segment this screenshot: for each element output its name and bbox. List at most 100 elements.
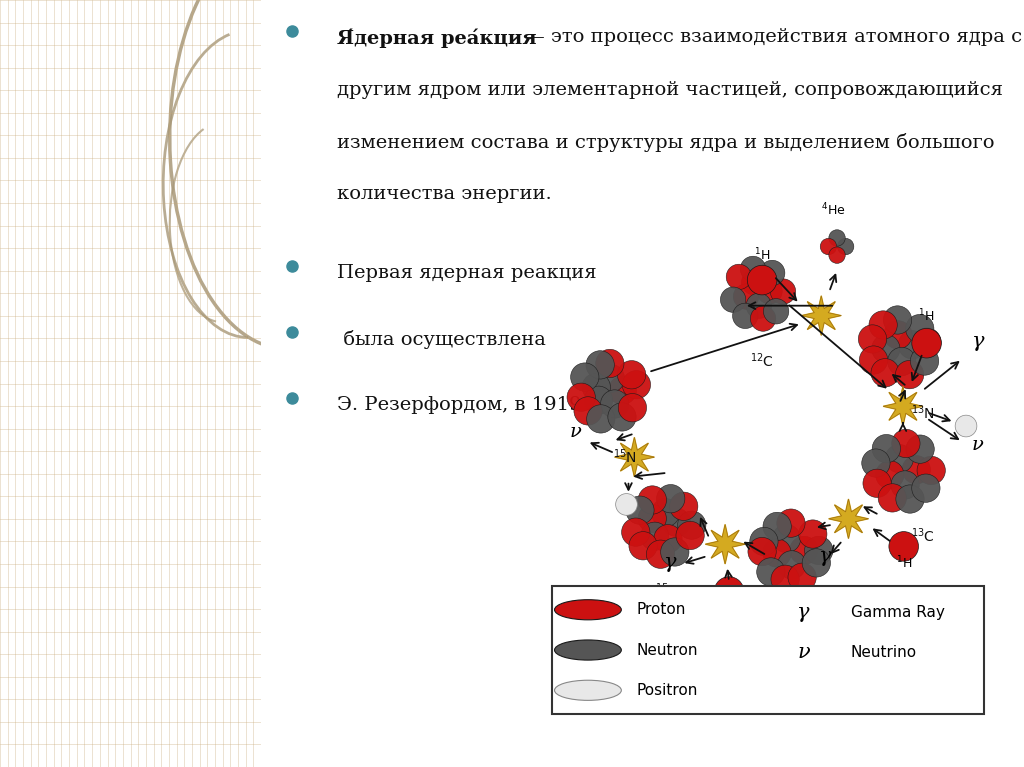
Text: $^1$H: $^1$H xyxy=(754,247,770,263)
Circle shape xyxy=(777,509,805,538)
Circle shape xyxy=(748,265,777,295)
Circle shape xyxy=(573,397,602,425)
Text: — это процесс взаимодействия атомного ядра с: — это процесс взаимодействия атомного яд… xyxy=(519,28,1022,46)
Circle shape xyxy=(726,264,752,290)
Circle shape xyxy=(732,303,758,328)
Circle shape xyxy=(869,311,897,339)
Circle shape xyxy=(912,328,941,356)
Circle shape xyxy=(640,522,669,551)
Circle shape xyxy=(772,525,801,553)
Text: Я́дерная реа́кция: Я́дерная реа́кция xyxy=(338,28,537,48)
Text: $^{12}$C: $^{12}$C xyxy=(750,351,773,370)
Circle shape xyxy=(586,351,614,379)
Circle shape xyxy=(763,512,792,541)
Text: $^4$He: $^4$He xyxy=(821,202,846,218)
Circle shape xyxy=(757,278,782,304)
Circle shape xyxy=(876,461,904,489)
Circle shape xyxy=(750,527,778,555)
Circle shape xyxy=(884,306,911,334)
Circle shape xyxy=(678,511,706,539)
Circle shape xyxy=(608,403,636,431)
Text: γ: γ xyxy=(664,553,676,572)
Circle shape xyxy=(555,640,622,660)
Text: Gamma Ray: Gamma Ray xyxy=(851,605,944,620)
Circle shape xyxy=(651,499,680,527)
Circle shape xyxy=(618,393,646,422)
Circle shape xyxy=(596,349,624,377)
Circle shape xyxy=(608,376,637,404)
Circle shape xyxy=(638,505,667,533)
Text: Э. Резерфордом, в 1919 г.: Э. Резерфордом, в 1919 г. xyxy=(338,396,604,413)
Circle shape xyxy=(600,390,629,418)
Polygon shape xyxy=(828,499,868,538)
Circle shape xyxy=(764,298,788,324)
Circle shape xyxy=(871,359,899,387)
Circle shape xyxy=(760,260,784,285)
Circle shape xyxy=(740,256,766,281)
Circle shape xyxy=(777,551,806,579)
Circle shape xyxy=(885,444,913,472)
Circle shape xyxy=(906,435,934,463)
Circle shape xyxy=(615,494,637,515)
Circle shape xyxy=(555,600,622,620)
Circle shape xyxy=(799,520,827,548)
Circle shape xyxy=(888,347,915,376)
Circle shape xyxy=(895,360,924,389)
Text: $^{13}$C: $^{13}$C xyxy=(910,527,935,545)
Text: другим ядром или элементарной частицей, сопровождающийся: другим ядром или элементарной частицей, … xyxy=(338,81,1004,98)
Text: γ: γ xyxy=(798,603,810,622)
Text: ν: ν xyxy=(798,644,810,662)
Circle shape xyxy=(656,485,685,513)
Text: $^{14}$N: $^{14}$N xyxy=(795,607,818,625)
Text: $^{13}$N: $^{13}$N xyxy=(911,403,935,422)
Circle shape xyxy=(790,536,818,565)
Circle shape xyxy=(805,536,833,565)
Circle shape xyxy=(863,469,891,498)
Circle shape xyxy=(763,539,792,568)
FancyBboxPatch shape xyxy=(552,586,984,715)
Text: ν: ν xyxy=(972,436,984,454)
Circle shape xyxy=(838,239,854,255)
Circle shape xyxy=(570,363,599,391)
Circle shape xyxy=(555,680,622,700)
Circle shape xyxy=(623,370,650,399)
Circle shape xyxy=(828,230,845,246)
Circle shape xyxy=(676,522,705,550)
Text: была осуществлена: была осуществлена xyxy=(338,330,546,349)
Text: Proton: Proton xyxy=(637,602,686,617)
Circle shape xyxy=(802,548,830,577)
Circle shape xyxy=(884,321,912,349)
Text: γ: γ xyxy=(818,547,831,566)
Text: $^{15}$O: $^{15}$O xyxy=(654,581,680,600)
Circle shape xyxy=(820,239,837,255)
Text: $^1$H: $^1$H xyxy=(896,555,911,571)
Circle shape xyxy=(787,563,816,591)
Circle shape xyxy=(751,306,776,331)
Circle shape xyxy=(670,492,698,521)
Circle shape xyxy=(910,347,939,375)
Circle shape xyxy=(871,334,900,363)
Circle shape xyxy=(889,532,919,561)
Circle shape xyxy=(918,456,945,485)
Circle shape xyxy=(896,485,925,513)
Text: ν: ν xyxy=(569,423,582,441)
Circle shape xyxy=(748,538,776,566)
Circle shape xyxy=(617,360,646,389)
Text: количества энергии.: количества энергии. xyxy=(338,185,552,202)
Circle shape xyxy=(770,279,796,304)
Circle shape xyxy=(902,456,931,484)
Text: Positron: Positron xyxy=(637,683,698,698)
Circle shape xyxy=(891,471,920,499)
Circle shape xyxy=(757,558,785,586)
Text: изменением состава и структуры ядра и выделением большого: изменением состава и структуры ядра и вы… xyxy=(338,133,995,152)
Text: $^1$H: $^1$H xyxy=(919,308,935,324)
Circle shape xyxy=(872,434,900,463)
Polygon shape xyxy=(883,387,923,426)
Circle shape xyxy=(771,565,800,594)
Polygon shape xyxy=(802,296,841,335)
Circle shape xyxy=(585,386,612,414)
Circle shape xyxy=(653,525,682,553)
Circle shape xyxy=(859,346,888,374)
Polygon shape xyxy=(614,437,654,477)
Circle shape xyxy=(955,415,977,437)
